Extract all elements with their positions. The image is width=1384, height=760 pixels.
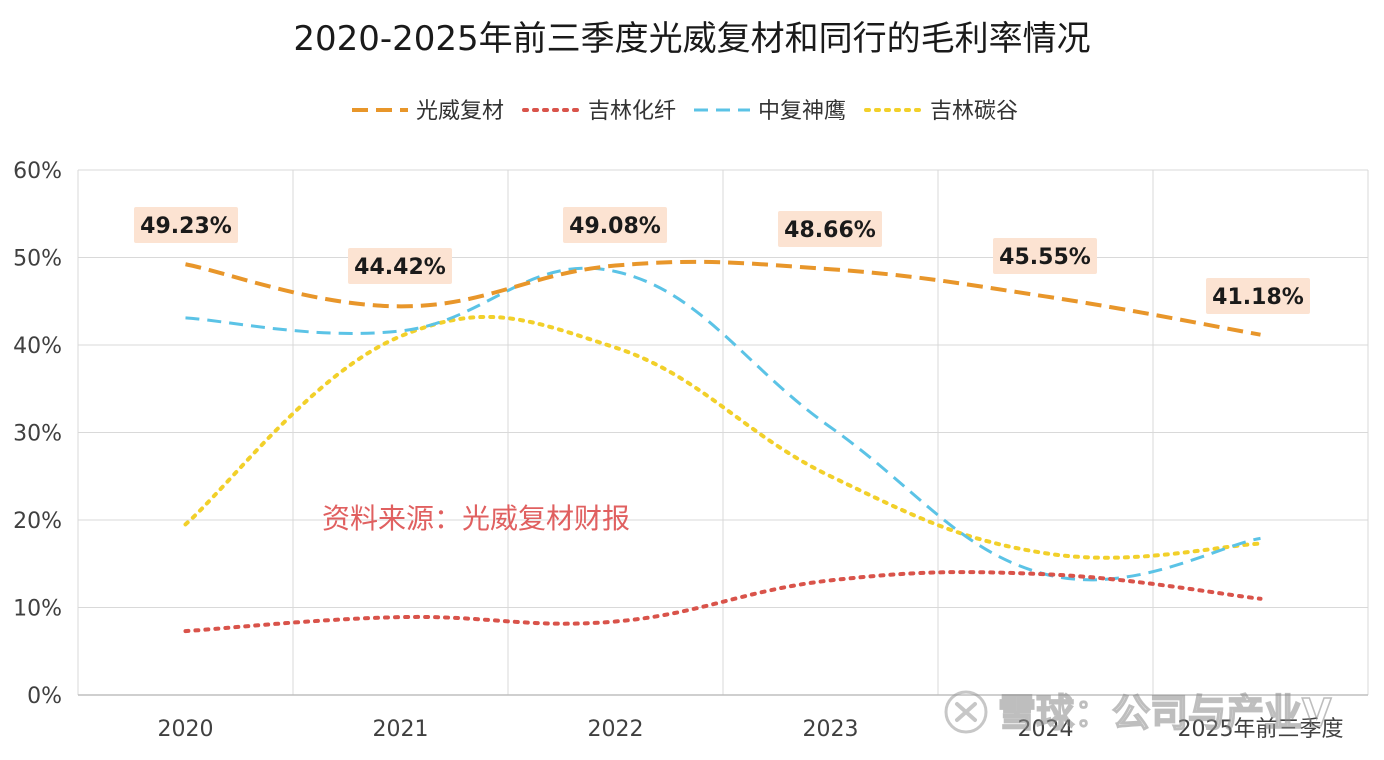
data-label: 44.42% bbox=[348, 248, 452, 284]
y-tick-label: 20% bbox=[13, 509, 62, 534]
legend-label: 吉林碳谷 bbox=[930, 99, 1018, 124]
grid bbox=[78, 170, 1368, 695]
legend-item[interactable]: 光威复材 bbox=[352, 99, 504, 124]
data-label: 41.18% bbox=[1206, 278, 1310, 314]
watermark-logo-icon bbox=[946, 692, 986, 732]
svg-text:48.66%: 48.66% bbox=[784, 218, 876, 243]
svg-text:41.18%: 41.18% bbox=[1212, 285, 1304, 310]
data-label: 49.23% bbox=[134, 207, 238, 243]
x-tick-label: 2020 bbox=[158, 717, 214, 742]
svg-text:44.42%: 44.42% bbox=[354, 255, 446, 280]
y-tick-label: 60% bbox=[13, 159, 62, 184]
legend-label: 光威复材 bbox=[416, 99, 504, 124]
legend-item[interactable]: 吉林碳谷 bbox=[866, 99, 1018, 124]
x-tick-label: 2022 bbox=[588, 717, 644, 742]
y-tick-label: 50% bbox=[13, 247, 62, 272]
y-tick-label: 0% bbox=[27, 684, 62, 709]
chart-title: 2020-2025年前三季度光威复材和同行的毛利率情况 bbox=[293, 19, 1090, 59]
svg-text:49.08%: 49.08% bbox=[569, 214, 661, 239]
legend-item[interactable]: 吉林化纤 bbox=[524, 99, 676, 124]
data-label: 45.55% bbox=[993, 238, 1097, 274]
y-axis: 0% 10% 20% 30% 40% 50% 60% bbox=[13, 159, 62, 709]
svg-text:45.55%: 45.55% bbox=[999, 245, 1091, 270]
data-label: 48.66% bbox=[778, 211, 882, 247]
legend: 光威复材 吉林化纤 中复神鹰 吉林碳谷 bbox=[352, 99, 1018, 124]
legend-label: 吉林化纤 bbox=[588, 99, 676, 124]
y-tick-label: 40% bbox=[13, 334, 62, 359]
y-tick-label: 10% bbox=[13, 597, 62, 622]
svg-text:49.23%: 49.23% bbox=[140, 214, 232, 239]
watermark: 雪球：公司与产业V bbox=[946, 691, 1332, 735]
legend-item[interactable]: 中复神鹰 bbox=[694, 99, 846, 124]
x-tick-label: 2023 bbox=[803, 717, 859, 742]
y-tick-label: 30% bbox=[13, 422, 62, 447]
watermark-text: 雪球：公司与产业V bbox=[998, 691, 1332, 735]
data-label: 49.08% bbox=[563, 207, 667, 243]
x-tick-label: 2021 bbox=[373, 717, 429, 742]
legend-label: 中复神鹰 bbox=[758, 99, 846, 124]
source-annotation: 资料来源：光威复材财报 bbox=[322, 502, 630, 535]
